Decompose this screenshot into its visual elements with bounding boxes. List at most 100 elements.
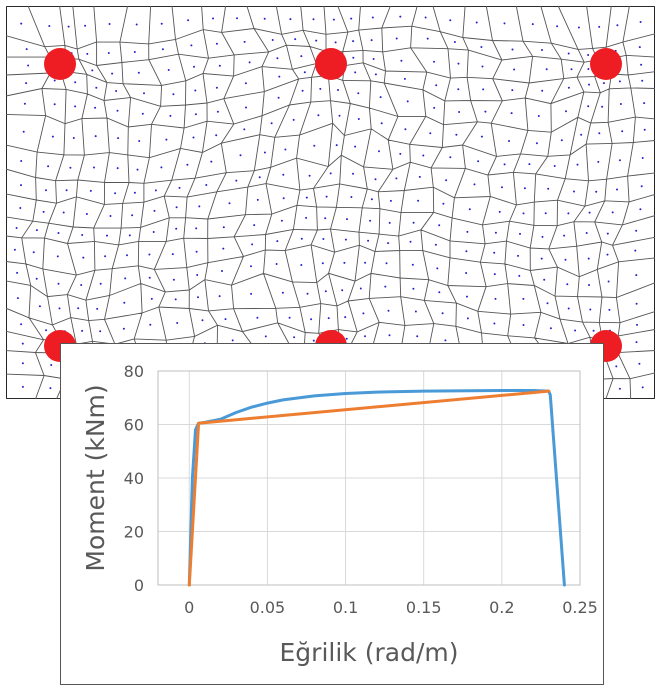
mesh-node: [86, 52, 89, 55]
mesh-node: [475, 21, 478, 24]
mesh-node: [251, 243, 254, 246]
mesh-node: [94, 135, 97, 138]
mesh-node: [546, 302, 549, 305]
mesh-node: [258, 176, 261, 179]
mesh-node: [344, 238, 347, 241]
x-axis-ticks: 0 0.05 0.1 0.15 0.2 0.25: [184, 598, 598, 617]
mesh-node: [215, 134, 218, 137]
mesh-node: [508, 140, 510, 142]
mesh-node: [374, 178, 377, 181]
mesh-node: [248, 61, 251, 64]
mesh-node: [522, 212, 525, 215]
mesh-node: [541, 89, 544, 92]
mesh-node: [598, 132, 601, 135]
mesh-node: [210, 160, 213, 163]
mesh-node: [357, 118, 360, 120]
mesh-node: [560, 139, 563, 142]
mesh-node: [602, 82, 605, 85]
mesh-node: [537, 115, 540, 117]
finite-element-mesh: [6, 6, 655, 399]
mesh-node: [541, 49, 543, 51]
mesh-node: [379, 96, 382, 99]
mesh-node: [597, 160, 600, 163]
mesh-node: [114, 192, 117, 195]
column-support-2: [315, 48, 347, 80]
mesh-node: [441, 312, 444, 315]
mesh-node: [477, 160, 480, 163]
mesh-node: [253, 224, 256, 227]
mesh-node: [346, 218, 348, 221]
mesh-node: [315, 39, 318, 42]
x-axis-label: Eğrilik (rad/m): [280, 638, 459, 667]
mesh-node: [327, 317, 330, 320]
mesh-node: [187, 19, 190, 22]
mesh-node: [341, 289, 344, 292]
mesh-node: [171, 253, 174, 256]
mesh-node: [618, 80, 621, 83]
mesh-node: [482, 88, 485, 91]
mesh-node: [449, 19, 452, 22]
mesh-node: [250, 292, 253, 295]
mesh-node: [595, 190, 598, 193]
mesh-node: [313, 144, 316, 147]
mesh-node: [212, 17, 214, 20]
mesh-node: [442, 202, 445, 205]
mesh-node: [215, 86, 218, 89]
mesh-node: [131, 214, 134, 217]
x-tick-label: 0.15: [406, 598, 442, 617]
mesh-node: [399, 152, 402, 155]
mesh-node: [81, 329, 84, 332]
mesh-node: [335, 144, 338, 147]
mesh-node: [343, 261, 346, 264]
mesh-node: [592, 329, 595, 332]
series-layer: [187, 389, 566, 587]
mesh-node: [222, 247, 225, 250]
mesh-node: [587, 105, 590, 108]
mesh-node: [124, 277, 127, 280]
mesh-node: [19, 207, 22, 209]
mesh-node: [27, 64, 30, 67]
mesh-node: [619, 103, 622, 105]
mesh-node: [256, 316, 259, 319]
mesh-node: [359, 287, 362, 290]
mesh-node: [522, 297, 525, 300]
mesh-node: [224, 318, 227, 321]
mesh-node: [117, 137, 120, 140]
mesh-node: [577, 26, 580, 29]
mesh-node: [352, 56, 355, 59]
mesh-node: [282, 197, 285, 200]
mesh-node: [126, 254, 128, 257]
mesh-node: [271, 39, 274, 41]
mesh-node: [395, 177, 398, 180]
mesh-node: [198, 205, 201, 208]
mesh-node: [337, 89, 339, 91]
mesh-node: [540, 257, 543, 260]
mesh-node: [643, 128, 646, 131]
mesh-node: [58, 307, 61, 310]
mesh-node: [445, 179, 448, 182]
mesh-node: [580, 133, 583, 136]
mesh-node: [498, 210, 501, 213]
mesh-node: [367, 239, 370, 242]
mesh-node: [576, 163, 579, 166]
mesh-node: [169, 114, 172, 117]
mesh-node: [429, 132, 432, 135]
mesh-node: [74, 81, 77, 84]
mesh-node: [20, 22, 23, 25]
mesh-node: [412, 221, 415, 224]
mesh-node: [458, 111, 461, 113]
mesh-node: [84, 24, 87, 27]
mesh-node: [564, 258, 567, 261]
mesh-node: [13, 248, 16, 251]
mesh-node: [317, 114, 320, 117]
mesh-node: [522, 324, 525, 326]
mesh-node: [638, 362, 641, 365]
mesh-node: [354, 71, 357, 74]
mesh-node: [32, 251, 35, 254]
mesh-node: [601, 105, 604, 108]
mesh-node: [276, 57, 279, 60]
mesh-node: [332, 18, 335, 21]
x-tick-label: 0: [184, 598, 194, 617]
mesh-node: [567, 86, 570, 89]
mesh-node: [245, 106, 247, 109]
